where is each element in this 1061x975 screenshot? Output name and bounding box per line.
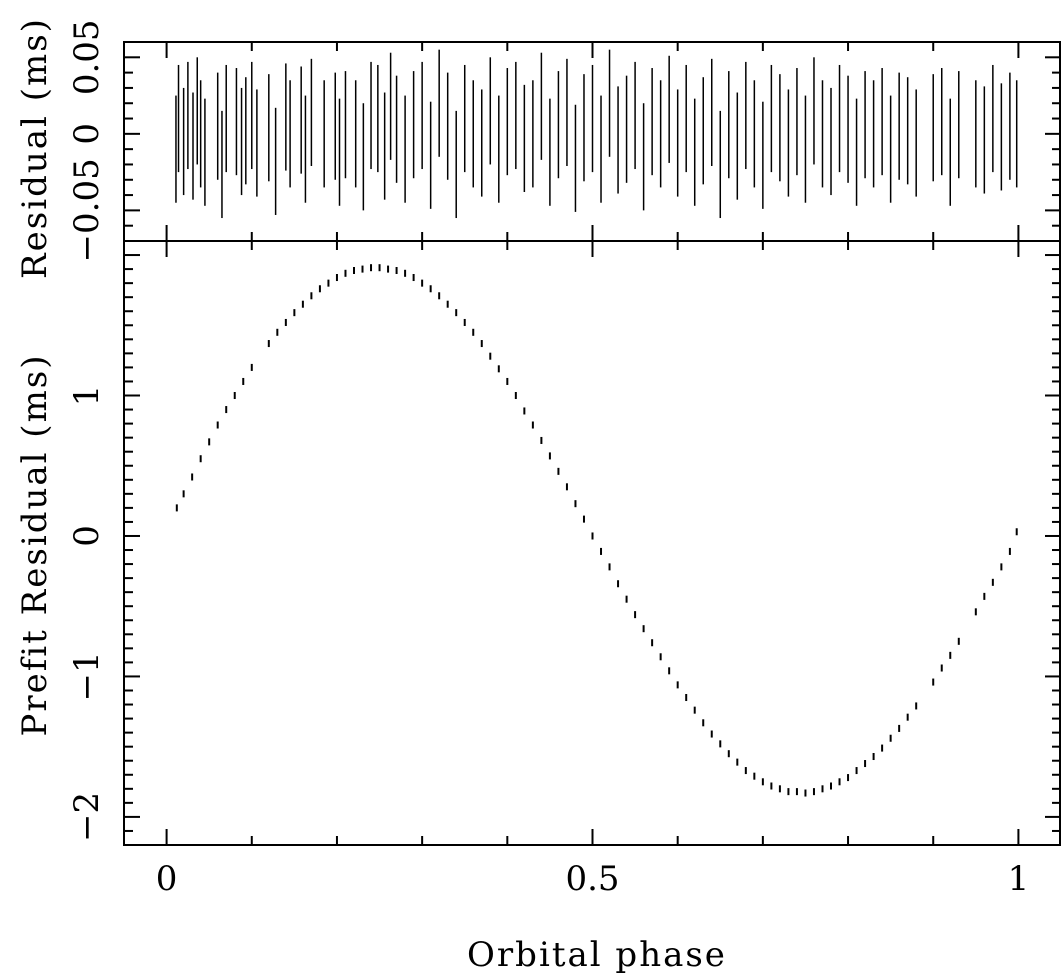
- y-tick-label: 0: [67, 123, 107, 145]
- bottom-panel-data: [175, 264, 1018, 797]
- top-panel-tick-labels: −0.05 0 0.05: [67, 19, 107, 262]
- y-tick-label: 0: [67, 525, 107, 547]
- y-tick-label: −0.05: [67, 158, 107, 262]
- bottom-panel-tick-labels: 0 0.5 1 −2 −1 0 1: [67, 385, 1029, 899]
- y-tick-label: 1: [67, 385, 107, 407]
- top-panel-data: [175, 49, 1018, 219]
- y-tick-label: 0.05: [67, 19, 107, 95]
- top-y-axis-label: Residual (ms): [15, 17, 55, 279]
- bottom-y-axis-label: Prefit Residual (ms): [15, 353, 55, 736]
- y-tick-label: −2: [67, 792, 107, 842]
- x-tick-label: 0: [156, 859, 178, 899]
- x-tick-label: 1: [1008, 859, 1030, 899]
- bottom-panel-prefit: 0 0.5 1 −2 −1 0 1 Prefit Residual (ms) Orbital…: [15, 240, 1061, 975]
- x-axis-label: Orbital phase: [467, 935, 727, 975]
- top-panel-ticks: [124, 41, 1061, 242]
- y-tick-label: −1: [67, 651, 107, 701]
- top-panel-residuals: −0.05 0 0.05 Residual (ms): [15, 17, 1061, 279]
- x-tick-label: 0.5: [565, 859, 619, 899]
- bottom-panel-frame: [123, 240, 1061, 846]
- bottom-panel-ticks: [124, 240, 1061, 846]
